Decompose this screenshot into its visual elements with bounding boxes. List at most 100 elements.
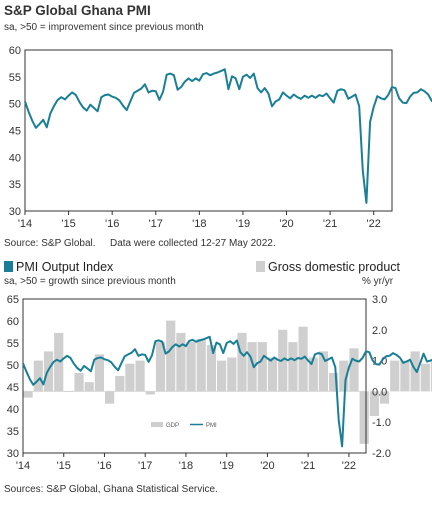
chart2-gdp-bar <box>400 360 410 392</box>
chart1-ytick-label: 50 <box>9 99 21 111</box>
chart2-ytick-label: 40 <box>7 404 19 416</box>
chart2-gdp-bar <box>410 351 420 392</box>
chart2-source: Sources: S&P Global, Ghana Statistical S… <box>4 484 218 495</box>
chart1-source: Source: S&P Global. <box>4 238 96 249</box>
chart2-gdp-bar <box>267 357 278 392</box>
chart1-plot: 30 35 40 45 50 55 60 '14 '15 '16 '17 '18 '19 '20 '21 '2… <box>9 45 432 230</box>
chart2-gdp-bar <box>369 391 379 416</box>
chart2-gdp-bar <box>420 363 430 392</box>
chart2-inner-legend-pmi-label: PMI <box>206 423 217 429</box>
chart2-gdp-bar <box>308 357 318 392</box>
chart1-xtick-label: '19 <box>236 218 250 230</box>
chart2-gdp-bar <box>23 391 33 398</box>
chart1-frame <box>24 49 393 212</box>
legend-gdp-label: Gross domestic product <box>268 260 400 274</box>
chart2-gdp-bar <box>390 360 400 392</box>
chart2-gdp-bar <box>257 342 267 392</box>
chart2-gdp-bar <box>166 320 176 392</box>
chart2-pmi-line <box>22 335 432 448</box>
chart1-title: S&P Global Ghana PMI <box>4 3 151 18</box>
chart2-y2tick-label: -2.0 <box>372 448 391 460</box>
chart2-gdp-bar <box>237 332 247 392</box>
legend-gdp-swatch <box>256 261 265 272</box>
legend-pmi-label: PMI Output Index <box>16 260 114 274</box>
chart1-xtick-label: '18 <box>192 218 206 230</box>
chart2-inner-legend-gdp-swatch <box>151 422 163 427</box>
chart2-ytick-label: 60 <box>7 316 19 328</box>
chart2-xtick-label: '15 <box>57 460 71 472</box>
chart2-subtitle: sa, >50 = growth since previous month <box>4 276 176 287</box>
chart2-y2tick-label: 2.0 <box>372 325 387 337</box>
chart1-xtick-label: '22 <box>367 218 381 230</box>
chart2-gdp-bar <box>217 360 227 392</box>
chart1-ytick-label: 60 <box>9 45 21 57</box>
chart2-gdp-bar <box>339 360 349 392</box>
chart2-gdp-bar <box>155 342 166 392</box>
chart2-ytick-label: 35 <box>7 426 19 438</box>
chart1-xtick-label: '20 <box>279 218 293 230</box>
chart1-pmi-line <box>24 68 432 204</box>
chart1-ytick-label: 35 <box>9 179 21 191</box>
chart2-gdp-bar <box>125 363 135 392</box>
chart2-xtick-label: '17 <box>138 460 152 472</box>
chart1-ytick-label: 30 <box>9 206 21 218</box>
chart2-ytick-label: 55 <box>7 338 19 350</box>
chart2-y2-unit: % yr/yr <box>362 276 394 287</box>
chart2-gdp-bar <box>135 360 145 392</box>
legend-pmi-output-index: PMI Output Index <box>4 260 113 274</box>
chart2-xtick-label: '18 <box>179 460 193 472</box>
chart2-gdp-bar <box>298 326 308 392</box>
chart1-ytick-label: 45 <box>9 126 21 138</box>
chart2-ytick-label: 30 <box>7 448 19 460</box>
chart2-xtick-label: '16 <box>97 460 111 472</box>
legend-pmi-swatch <box>4 261 13 272</box>
chart1-xtick-label: '15 <box>61 218 75 230</box>
chart2-ytick-label: 50 <box>7 360 19 372</box>
chart2-y2tick-label: 3.0 <box>372 294 387 306</box>
chart1-xtick-label: '17 <box>149 218 163 230</box>
chart2-inner-legend-gdp-label: GDP <box>166 423 179 429</box>
chart2-gdp-bar <box>94 354 104 392</box>
chart2-xtick-label: '19 <box>220 460 234 472</box>
chart2-gdp-bar <box>247 342 257 392</box>
chart2-gdp-bar <box>288 342 298 392</box>
chart1-xtick-label: '16 <box>105 218 119 230</box>
chart2-gdp-bar <box>33 360 43 392</box>
chart2-ytick-label: 65 <box>7 294 19 306</box>
chart2-gdp-bar <box>186 342 196 392</box>
chart2-frame <box>22 298 367 454</box>
chart2-gdp-bar <box>74 372 84 392</box>
chart1-xtick-label: '21 <box>323 218 337 230</box>
chart2-y2tick-label: 0.0 <box>372 386 387 398</box>
chart2-xtick-label: '20 <box>260 460 274 472</box>
chart2-gdp-bar <box>115 376 125 392</box>
chart2-xtick-label: '14 <box>16 460 30 472</box>
chart1-xtick-label: '14 <box>18 218 32 230</box>
chart2-gdp-bar <box>64 391 74 392</box>
chart1-ytick-label: 55 <box>9 72 21 84</box>
chart1-ytick-label: 40 <box>9 152 21 164</box>
chart2-gdp-bar <box>145 391 155 395</box>
chart2-gdp-bar <box>105 391 115 404</box>
chart1-subtitle: sa, >50 = improvement since previous mon… <box>4 22 204 33</box>
chart1-note: Data were collected 12-27 May 2022. <box>110 238 276 249</box>
chart2-xtick-label: '22 <box>342 460 356 472</box>
chart2-gdp-bar <box>359 391 369 444</box>
chart2-gdp-bar <box>318 351 328 392</box>
chart2-gdp-bar <box>227 357 237 392</box>
chart2-y2tick-label: -1.0 <box>372 417 391 429</box>
chart2-gdp-bar <box>84 382 94 392</box>
chart2-gdp-bar <box>176 332 186 392</box>
chart2-gdp-bar <box>54 332 64 392</box>
chart2-gdp-bar <box>430 360 432 392</box>
chart2-xtick-label: '21 <box>301 460 315 472</box>
chart2-gdp-bar <box>196 339 206 392</box>
chart2-gdp-bar <box>379 391 390 404</box>
chart2-gdp-bar <box>206 345 216 392</box>
chart2-ytick-label: 45 <box>7 382 19 394</box>
chart2-gdp-bar <box>349 348 359 392</box>
chart2-gdp-bar <box>329 372 339 392</box>
chart2-inner-legend: GDP PMI <box>151 422 217 429</box>
